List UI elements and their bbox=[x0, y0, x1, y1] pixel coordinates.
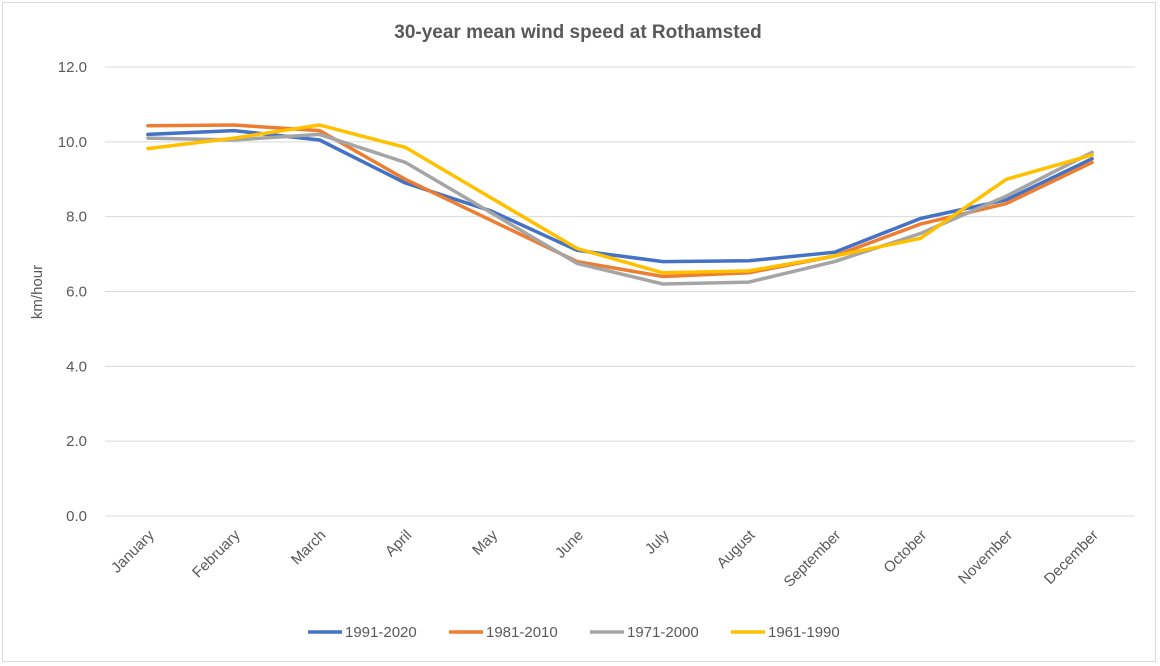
y-axis-label: km/hour bbox=[29, 265, 46, 319]
y-axis-ticks: 0.0 2.0 4.0 6.0 8.0 10.0 12.0 bbox=[58, 59, 87, 525]
x-tick-label: November bbox=[955, 527, 1016, 588]
x-tick-label: August bbox=[714, 526, 760, 572]
x-tick-label: September bbox=[781, 527, 845, 591]
y-tick-label: 2.0 bbox=[66, 433, 87, 450]
series-line-1981-2010 bbox=[146, 123, 1094, 279]
y-tick-label: 6.0 bbox=[66, 284, 87, 301]
series-line-1961-1990 bbox=[146, 123, 1094, 275]
y-tick-label: 4.0 bbox=[66, 358, 87, 375]
series-lines bbox=[146, 123, 1094, 286]
x-tick-label: February bbox=[189, 526, 244, 581]
legend-label: 1981-2010 bbox=[486, 624, 558, 641]
x-tick-label: January bbox=[108, 526, 158, 576]
legend-label: 1991-2020 bbox=[345, 624, 417, 641]
legend-label: 1961-1990 bbox=[768, 624, 840, 641]
y-tick-label: 8.0 bbox=[66, 209, 87, 226]
x-tick-label: May bbox=[469, 526, 501, 558]
series-line-1991-2020 bbox=[146, 128, 1094, 264]
gridlines bbox=[105, 66, 1135, 517]
x-tick-label: October bbox=[880, 527, 930, 577]
y-tick-label: 10.0 bbox=[58, 134, 87, 151]
x-tick-label: December bbox=[1041, 527, 1102, 588]
x-tick-label: March bbox=[288, 527, 329, 568]
legend-label: 1971-2000 bbox=[627, 624, 699, 641]
x-axis-ticks: January February March April May June July Augu… bbox=[108, 526, 1102, 590]
x-tick-label: July bbox=[642, 526, 673, 557]
x-tick-label: June bbox=[552, 527, 587, 562]
chart-title: 30-year mean wind speed at Rothamsted bbox=[394, 22, 761, 43]
legend: 1991-2020 1981-2010 1971-2000 1961-1990 bbox=[308, 624, 840, 641]
y-tick-label: 0.0 bbox=[66, 508, 87, 525]
y-tick-label: 12.0 bbox=[58, 59, 87, 76]
x-tick-label: April bbox=[382, 527, 415, 560]
